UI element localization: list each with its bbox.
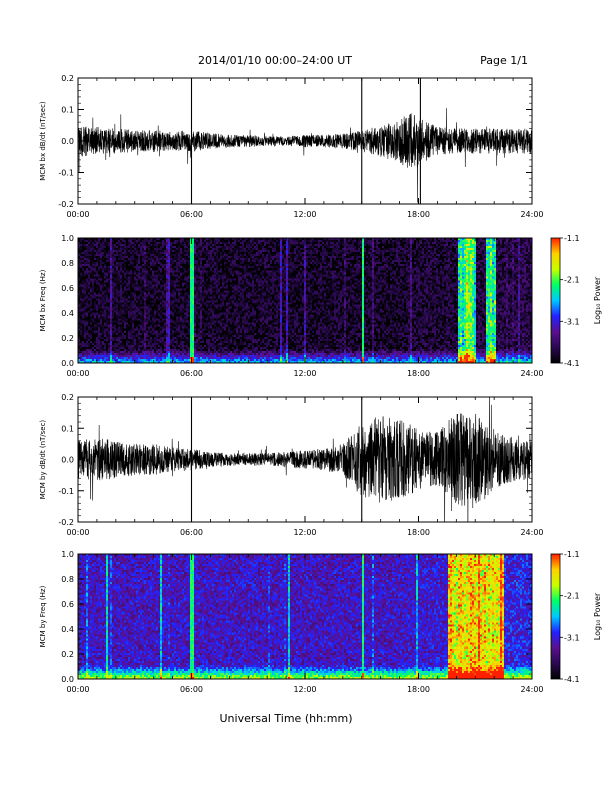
x-tick-label: 24:00 (520, 685, 543, 694)
y-tick-label: 0.2 (61, 393, 74, 402)
colorbar-tick-label: -2.1 (564, 276, 580, 285)
y-tick-label: 0.2 (61, 650, 74, 659)
y-tick-label: 0.6 (61, 284, 74, 293)
date-range-title: 2014/01/10 00:00–24:00 UT (198, 54, 352, 67)
bx-spectrogram-panel: -1.1 -2.1 -3.1 -4.1 Log₁₀ Power 00:00 06:00 12:… (39, 234, 602, 378)
dbdt-series-line (78, 397, 532, 522)
x-tick-label: 00:00 (66, 685, 89, 694)
y-axis-label: MCM by dB/dt (nT/sec) (39, 420, 47, 500)
spectrogram-image (78, 238, 532, 363)
y-tick-label: 0.0 (61, 675, 74, 684)
y-tick-label: 0.4 (61, 625, 74, 634)
y-tick-label: -0.2 (58, 200, 74, 209)
colorbar-tick-label: -3.1 (564, 633, 580, 642)
y-tick-label: 0.1 (61, 106, 74, 115)
x-tick-label: 24:00 (520, 528, 543, 537)
y-tick-label: 1.0 (61, 550, 74, 559)
x-tick-label: 06:00 (180, 369, 203, 378)
spectrogram-image (78, 554, 532, 679)
y-tick-label: 0.1 (61, 424, 74, 433)
y-tick-label: 0.0 (61, 359, 74, 368)
x-tick-label: 18:00 (407, 685, 430, 694)
y-axis-label: MCM by Freq (Hz) (39, 585, 47, 647)
x-tick-label: 06:00 (180, 528, 203, 537)
bx-dbdt-panel: 00:00 06:00 12:00 18:00 24:00 -0.2 -0.1 0.0 0.1 0… (39, 74, 544, 219)
y-tick-label: -0.1 (58, 487, 74, 496)
colorbar-tick-label: -1.1 (564, 234, 580, 243)
colorbar-tick-label: -2.1 (564, 592, 580, 601)
x-tick-label: 06:00 (180, 210, 203, 219)
page-indicator: Page 1/1 (480, 54, 528, 67)
x-tick-label: 24:00 (520, 210, 543, 219)
x-tick-label: 00:00 (66, 528, 89, 537)
colorbar-tick-label: -4.1 (564, 359, 580, 368)
y-tick-label: 0.0 (61, 456, 74, 465)
y-tick-label: 0.2 (61, 334, 74, 343)
spectrogram-raster (78, 554, 532, 679)
x-tick-label: 24:00 (520, 369, 543, 378)
x-tick-label: 12:00 (293, 685, 316, 694)
x-tick-label: 00:00 (66, 210, 89, 219)
colorbar-tick-label: -1.1 (564, 550, 580, 559)
y-tick-label: 0.4 (61, 309, 74, 318)
by-dbdt-panel: 00:00 06:00 12:00 18:00 24:00 -0.2 -0.1 0.0 0.1 0… (39, 393, 544, 537)
x-tick-label: 12:00 (293, 528, 316, 537)
y-tick-label: 0.6 (61, 600, 74, 609)
x-tick-label: 18:00 (407, 369, 430, 378)
x-tick-label: 18:00 (407, 210, 430, 219)
y-tick-label: 0.8 (61, 259, 74, 268)
x-tick-label: 18:00 (407, 528, 430, 537)
y-tick-label: 1.0 (61, 234, 74, 243)
y-tick-label: 0.0 (61, 137, 74, 146)
x-tick-label: 12:00 (293, 210, 316, 219)
colorbar (550, 237, 561, 364)
y-axis-label: MCM bx Freq (Hz) (39, 269, 47, 331)
spectrogram-raster (78, 238, 532, 363)
y-axis-label: MCM bx dB/dt (nT/sec) (39, 101, 47, 181)
x-tick-label: 12:00 (293, 369, 316, 378)
colorbar-label: Log₁₀ Power (593, 276, 602, 324)
x-tick-label: 00:00 (66, 369, 89, 378)
colorbar-tick-label: -4.1 (564, 675, 580, 684)
y-tick-label: -0.2 (58, 518, 74, 527)
y-tick-label: 0.8 (61, 575, 74, 584)
dbdt-series-line (78, 108, 532, 203)
x-tick-label: 06:00 (180, 685, 203, 694)
colorbar-label: Log₁₀ Power (593, 592, 602, 640)
colorbar-tick-label: -3.1 (564, 317, 580, 326)
colorbar (550, 553, 561, 680)
y-tick-label: 0.2 (61, 74, 74, 83)
y-tick-label: -0.1 (58, 169, 74, 178)
by-spectrogram-panel: -1.1 -2.1 -3.1 -4.1 Log₁₀ Power 00:00 06:00 12:… (39, 550, 602, 694)
x-axis-title: Universal Time (hh:mm) (220, 712, 353, 725)
